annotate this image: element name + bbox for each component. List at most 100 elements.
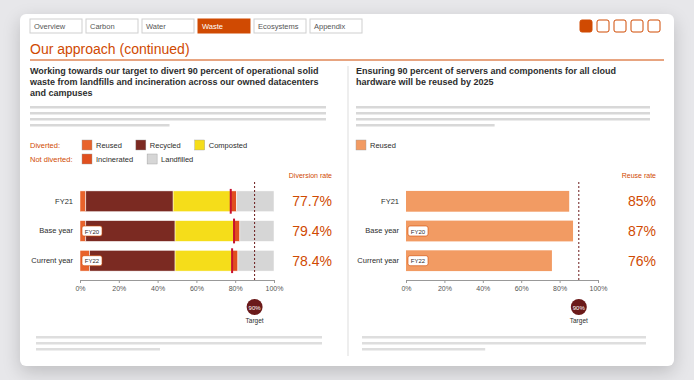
tab-label[interactable]: Ecosystems: [258, 22, 299, 31]
rate-label: 85%: [628, 193, 656, 209]
tick-mark: [235, 280, 236, 283]
tick-label: 20%: [438, 285, 452, 292]
tick-label: 100%: [266, 285, 284, 292]
legend-label: Composted: [209, 141, 247, 150]
category-tick: FY21: [55, 197, 76, 206]
text-line: waste from landfills and incineration ac…: [29, 77, 319, 87]
header-icon[interactable]: [631, 20, 643, 32]
tick-label: 80%: [229, 285, 243, 292]
rate-label: 87%: [628, 223, 656, 239]
value-tick: 40%: [476, 280, 490, 292]
value-tick: 0%: [75, 280, 85, 292]
tick-label: 60%: [515, 285, 529, 292]
tab-label[interactable]: Carbon: [90, 22, 115, 31]
legend-label: Reused: [96, 141, 122, 150]
panel-heading: Working towards our target to divert 90 …: [29, 66, 319, 98]
tab-box[interactable]: [142, 19, 194, 33]
tick-label: 40%: [476, 285, 490, 292]
target-line: [254, 182, 255, 280]
title-rule: [30, 60, 664, 61]
target-text: Target: [570, 317, 588, 325]
tick-mark: [521, 280, 522, 283]
target-line: [578, 182, 579, 280]
tab-label[interactable]: Water: [146, 22, 166, 31]
tab-box[interactable]: [310, 19, 362, 33]
tab[interactable]: Appendix: [310, 19, 362, 33]
page-card: Overview Carbon Water Waste Ecosystems Append…: [20, 14, 674, 366]
row-tag: FY22: [411, 258, 426, 264]
value-tick: 100%: [266, 280, 284, 292]
paragraph-line: [30, 124, 170, 127]
bar-segment: [80, 191, 86, 212]
row-tag-box: [82, 226, 102, 236]
footnote-line: [362, 342, 646, 345]
tick-mark: [196, 280, 197, 283]
tick-label: 0%: [75, 285, 85, 292]
tick-label: 60%: [190, 285, 204, 292]
rate-label: 79.4%: [292, 223, 332, 239]
tab[interactable]: Ecosystems: [254, 19, 306, 33]
paragraph-line: [356, 124, 495, 127]
value-tick: 100%: [590, 280, 608, 292]
category-label: Base year: [365, 226, 399, 235]
tab-box[interactable]: [254, 19, 306, 33]
category-tick: Base year: [365, 226, 402, 235]
paragraph-line: [356, 112, 650, 115]
bar: [406, 221, 573, 242]
tab[interactable]: Waste: [198, 19, 250, 33]
plot-marks: [80, 182, 274, 280]
rate-label: 77.7%: [292, 193, 332, 209]
tab[interactable]: Water: [142, 19, 194, 33]
row-tag-box: [408, 226, 428, 236]
bar-segment: [175, 250, 232, 271]
header-icon[interactable]: [597, 20, 609, 32]
bar-segment: [175, 221, 234, 242]
rate-label: 76%: [628, 253, 656, 269]
row-tag-box: [408, 256, 428, 266]
value-tick: 60%: [515, 280, 529, 292]
rate-marker: [231, 248, 233, 273]
text-line: Ensuring 90 percent of servers and compo…: [356, 66, 616, 76]
tick-label: 100%: [590, 285, 608, 292]
row-tag: FY20: [85, 229, 100, 235]
tick-mark: [598, 280, 599, 283]
header-icon[interactable]: [580, 20, 592, 32]
value-axis: 0%20%40%60%80%100%: [401, 280, 607, 292]
tick-mark: [406, 280, 407, 283]
tab-label[interactable]: Appendix: [314, 22, 346, 31]
tab-box[interactable]: [30, 19, 82, 33]
bar: [406, 191, 569, 212]
bar-segment: [240, 221, 274, 242]
axis-line: [81, 281, 275, 284]
header-icon[interactable]: [648, 20, 660, 32]
category-tick: Current year: [357, 256, 402, 265]
text-line: Working towards our target to divert 90 …: [30, 66, 318, 76]
tab-box[interactable]: [86, 19, 138, 33]
value-tick: 0%: [401, 280, 411, 292]
rate-marker: [230, 189, 232, 214]
row-tag: FY22: [85, 258, 100, 264]
category-axis: FY21Base yearCurrent year: [31, 197, 76, 265]
tab-label[interactable]: Waste: [202, 22, 223, 31]
value-tick: 40%: [151, 280, 165, 292]
tab[interactable]: Overview: [30, 19, 82, 33]
value-tick: 20%: [112, 280, 126, 292]
paragraph-line: [30, 112, 326, 115]
value-axis: 0% 20% 40% 60% 80% 100%: [75, 280, 283, 292]
bar-segment: [238, 250, 274, 271]
rate-title: Diversion rate: [289, 172, 332, 179]
header-icon[interactable]: [614, 20, 626, 32]
tab[interactable]: Carbon: [86, 19, 138, 33]
bar-segment: [86, 191, 173, 212]
target-label: 90%: [573, 305, 586, 311]
paragraph-line: [30, 118, 326, 121]
tab-box[interactable]: [198, 19, 250, 33]
legend-swatch: [82, 154, 92, 164]
footnote-line: [36, 336, 322, 339]
bar-segment: [237, 191, 274, 212]
rate-label: 78.4%: [292, 253, 332, 269]
tab-label[interactable]: Overview: [34, 22, 66, 31]
legend-swatch: [82, 140, 92, 150]
paragraph-line: [356, 118, 650, 121]
category-label: Base year: [39, 226, 73, 235]
